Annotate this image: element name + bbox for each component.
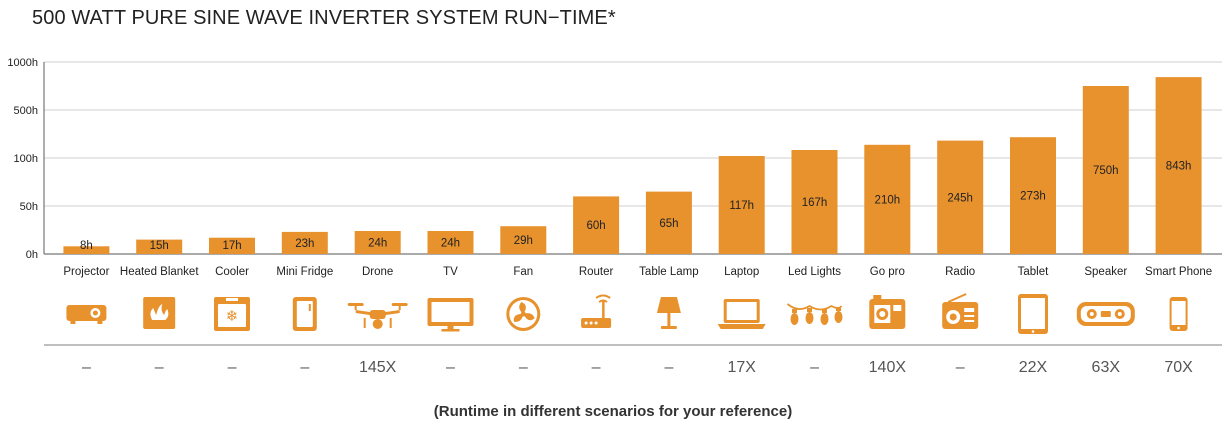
bar-value-labels: 8h 15h 17h 23h 24h 24h 29h 60h 65h 117h 167h 210h 24…: [80, 161, 1191, 253]
bar-value-label: 8h: [80, 240, 93, 252]
category-label: Laptop: [724, 266, 759, 278]
multiplier-label: –: [82, 359, 91, 376]
category-label: Smart Phone: [1145, 266, 1212, 278]
multiplier-label: –: [228, 359, 237, 376]
multiplier-label: 22X: [1019, 359, 1048, 376]
bar-value-label: 117h: [729, 200, 754, 212]
y-tick-label: 500h: [14, 105, 38, 117]
tv-icon: [427, 298, 474, 332]
bar-value-label: 245h: [947, 192, 973, 204]
y-tick-label: 50h: [20, 201, 38, 213]
category-label: Heated Blanket: [120, 266, 199, 278]
category-label: Speaker: [1084, 266, 1127, 278]
table-lamp-icon: [656, 297, 681, 329]
y-tick-labels: 0h 50h 100h 500h 1000h: [7, 57, 38, 261]
category-label: Router: [579, 266, 614, 278]
multiplier-label: –: [300, 359, 309, 376]
multiplier-label: 140X: [869, 359, 907, 376]
bar: [281, 231, 328, 254]
multiplier-label: –: [956, 359, 965, 376]
drone-icon: [347, 303, 408, 329]
speaker-icon: [1076, 302, 1135, 326]
bar-value-label: 60h: [587, 220, 606, 232]
y-tick-label: 0h: [26, 249, 38, 261]
multiplier-label: –: [155, 359, 164, 376]
multiplier-label: –: [592, 359, 601, 376]
bar-value-label: 843h: [1166, 161, 1192, 173]
category-labels: Projector Heated Blanket Cooler Mini Fridge…: [63, 266, 1212, 278]
multiplier-labels: – – – – 145X – – – – 17X – 140X – 22X 63X 70X: [82, 359, 1193, 376]
projector-icon: [66, 305, 107, 324]
multiplier-label: 63X: [1092, 359, 1121, 376]
footnote: (Runtime in different scenarios for your…: [433, 403, 793, 420]
category-label: Table Lamp: [639, 266, 698, 278]
bar: [573, 196, 620, 254]
bar: [718, 156, 765, 254]
category-label: Mini Fridge: [276, 266, 333, 278]
bar: [136, 239, 183, 254]
chart-title: 500 WATT PURE SINE WAVE INVERTER SYSTEM …: [32, 7, 616, 29]
led-lights-icon: [786, 303, 843, 325]
category-label: Fan: [513, 266, 533, 278]
bar-value-label: 29h: [514, 235, 533, 247]
category-label: Tablet: [1018, 266, 1049, 278]
bar-chart: 0h 50h 100h 500h 1000h 8h 15h 17h 23h 24h 24h 29h 6…: [7, 57, 1222, 376]
bars: [63, 77, 1202, 254]
cooler-icon: ❄: [214, 297, 250, 331]
bar-value-label: 65h: [659, 218, 678, 230]
mini-fridge-icon: [292, 297, 317, 331]
bar: [1010, 137, 1056, 254]
category-label: TV: [443, 266, 458, 278]
bar-value-label: 167h: [802, 197, 828, 209]
bar: [791, 150, 838, 254]
category-label: Drone: [362, 266, 393, 278]
bar-value-label: 23h: [295, 238, 314, 250]
bar: [63, 246, 110, 254]
category-label: Radio: [945, 266, 975, 278]
bar: [209, 237, 255, 254]
fan-icon: [506, 297, 541, 331]
multiplier-label: –: [519, 359, 528, 376]
heated-blanket-icon: [143, 297, 176, 329]
smart-phone-icon: [1169, 297, 1188, 331]
router-icon: [581, 294, 612, 328]
bar: [427, 231, 474, 254]
category-label: Led Lights: [788, 266, 841, 278]
bar-value-label: 24h: [441, 238, 460, 250]
svg-text:❄: ❄: [226, 307, 239, 325]
multiplier-label: 145X: [359, 359, 397, 376]
bar: [937, 140, 984, 254]
multiplier-label: 70X: [1164, 359, 1193, 376]
category-label: Cooler: [215, 266, 249, 278]
bar: [645, 191, 692, 254]
bar-value-label: 210h: [875, 194, 901, 206]
category-label: Projector: [63, 266, 109, 278]
gopro-icon: [869, 295, 906, 329]
bar-value-label: 24h: [368, 238, 387, 250]
y-tick-label: 100h: [14, 153, 38, 165]
device-icons: ❄: [66, 293, 1188, 334]
bar: [864, 144, 911, 254]
multiplier-label: –: [810, 359, 819, 376]
bar: [1155, 77, 1202, 254]
category-label: Go pro: [870, 266, 905, 278]
bar-value-label: 273h: [1020, 191, 1046, 203]
tablet-icon: [1018, 294, 1048, 334]
multiplier-label: –: [664, 359, 673, 376]
laptop-icon: [717, 299, 766, 329]
bar: [500, 226, 547, 254]
y-tick-label: 1000h: [7, 57, 38, 69]
bar-value-label: 750h: [1093, 165, 1119, 177]
bar: [354, 231, 401, 254]
multiplier-label: 17X: [727, 359, 756, 376]
bar: [1082, 86, 1129, 254]
radio-icon: [942, 293, 979, 329]
multiplier-label: –: [446, 359, 455, 376]
bar-value-label: 17h: [222, 240, 241, 252]
bar-value-label: 15h: [150, 240, 169, 252]
